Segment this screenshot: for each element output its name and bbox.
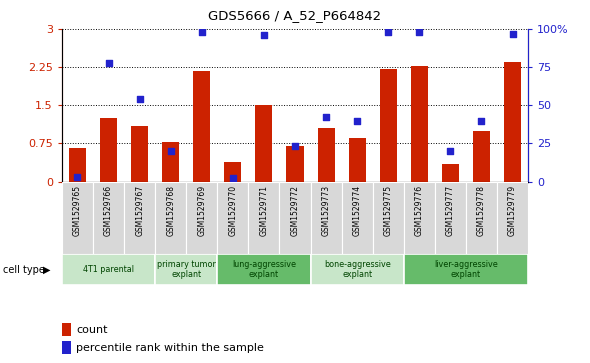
- Text: liver-aggressive
explant: liver-aggressive explant: [434, 260, 498, 279]
- Text: ▶: ▶: [42, 265, 50, 274]
- Bar: [373, 182, 404, 254]
- Point: [197, 29, 206, 35]
- Bar: [310, 254, 404, 285]
- Text: percentile rank within the sample: percentile rank within the sample: [76, 343, 264, 353]
- Bar: [62, 323, 71, 336]
- Bar: [62, 254, 155, 285]
- Point: [445, 148, 455, 154]
- Bar: [280, 182, 310, 254]
- Bar: [224, 162, 241, 182]
- Bar: [317, 128, 335, 182]
- Bar: [466, 182, 497, 254]
- Text: 4T1 parental: 4T1 parental: [83, 265, 134, 274]
- Text: GSM1529778: GSM1529778: [477, 185, 486, 236]
- Bar: [217, 182, 248, 254]
- Bar: [155, 182, 186, 254]
- Bar: [62, 182, 93, 254]
- Text: GSM1529769: GSM1529769: [197, 185, 206, 236]
- Bar: [248, 182, 280, 254]
- Bar: [217, 254, 310, 285]
- Text: GSM1529765: GSM1529765: [73, 185, 82, 236]
- Point: [259, 32, 268, 38]
- Bar: [287, 146, 303, 182]
- Bar: [93, 182, 124, 254]
- Text: GSM1529775: GSM1529775: [384, 185, 393, 236]
- Text: count: count: [76, 325, 107, 335]
- Text: GSM1529776: GSM1529776: [415, 185, 424, 236]
- Bar: [69, 148, 86, 182]
- Bar: [310, 182, 342, 254]
- Text: GSM1529771: GSM1529771: [260, 185, 268, 236]
- Point: [73, 174, 82, 180]
- Text: GSM1529768: GSM1529768: [166, 185, 175, 236]
- Bar: [442, 164, 459, 182]
- Text: GSM1529777: GSM1529777: [446, 185, 455, 236]
- Bar: [194, 71, 210, 182]
- Point: [135, 96, 145, 102]
- Text: GSM1529774: GSM1529774: [353, 185, 362, 236]
- Point: [104, 60, 113, 65]
- Point: [166, 148, 175, 154]
- Point: [290, 143, 300, 149]
- Bar: [162, 142, 179, 182]
- Bar: [404, 254, 528, 285]
- Bar: [404, 182, 435, 254]
- Text: GSM1529772: GSM1529772: [290, 185, 300, 236]
- Point: [384, 29, 393, 35]
- Bar: [504, 62, 521, 182]
- Bar: [342, 182, 373, 254]
- Text: bone-aggressive
explant: bone-aggressive explant: [324, 260, 391, 279]
- Point: [508, 31, 517, 37]
- Text: primary tumor
explant: primary tumor explant: [157, 260, 216, 279]
- Text: GSM1529779: GSM1529779: [508, 185, 517, 236]
- Bar: [155, 254, 217, 285]
- Bar: [62, 341, 71, 354]
- Text: cell type: cell type: [3, 265, 45, 274]
- Bar: [473, 131, 490, 182]
- Point: [352, 118, 362, 123]
- Bar: [124, 182, 155, 254]
- Bar: [100, 118, 117, 182]
- Bar: [349, 138, 366, 182]
- Text: lung-aggressive
explant: lung-aggressive explant: [232, 260, 296, 279]
- Bar: [435, 182, 466, 254]
- Bar: [497, 182, 528, 254]
- Bar: [380, 69, 396, 182]
- Point: [477, 118, 486, 123]
- Point: [415, 29, 424, 35]
- Bar: [131, 126, 148, 182]
- Text: GSM1529767: GSM1529767: [135, 185, 144, 236]
- Text: GSM1529773: GSM1529773: [322, 185, 330, 236]
- Bar: [255, 105, 273, 182]
- Bar: [411, 66, 428, 182]
- Point: [228, 176, 238, 182]
- Bar: [186, 182, 217, 254]
- Text: GSM1529766: GSM1529766: [104, 185, 113, 236]
- Text: GSM1529770: GSM1529770: [228, 185, 237, 236]
- Text: GDS5666 / A_52_P664842: GDS5666 / A_52_P664842: [208, 9, 382, 22]
- Point: [322, 115, 331, 121]
